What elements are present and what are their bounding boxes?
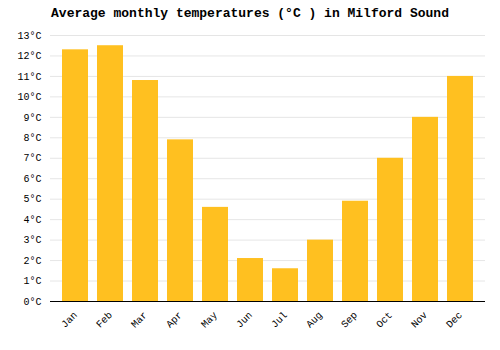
svg-text:1°C: 1°C [23, 276, 41, 287]
svg-text:Mar: Mar [129, 310, 150, 331]
svg-text:Jun: Jun [234, 310, 255, 331]
svg-text:Apr: Apr [164, 310, 185, 331]
svg-text:Oct: Oct [374, 310, 395, 331]
svg-text:7°C: 7°C [23, 153, 41, 164]
svg-text:Aug: Aug [304, 310, 325, 331]
svg-text:6°C: 6°C [23, 174, 41, 185]
svg-text:Dec: Dec [444, 310, 465, 331]
svg-text:Nov: Nov [409, 310, 430, 331]
svg-text:0°C: 0°C [23, 297, 41, 308]
svg-text:Sep: Sep [339, 310, 360, 331]
svg-text:10°C: 10°C [17, 92, 41, 103]
svg-text:12°C: 12°C [17, 51, 41, 62]
svg-text:4°C: 4°C [23, 215, 41, 226]
svg-text:2°C: 2°C [23, 256, 41, 267]
svg-text:Feb: Feb [94, 310, 115, 331]
svg-text:9°C: 9°C [23, 113, 41, 124]
svg-text:8°C: 8°C [23, 133, 41, 144]
svg-text:Jan: Jan [59, 310, 80, 331]
svg-text:Jul: Jul [269, 310, 290, 331]
svg-text:3°C: 3°C [23, 235, 41, 246]
svg-text:13°C: 13°C [17, 31, 41, 42]
html-text:Average monthly temperatures (: Average monthly temperatures (°C ) in Mi… [51, 6, 449, 21]
svg-text:5°C: 5°C [23, 194, 41, 205]
svg-text:11°C: 11°C [17, 72, 41, 83]
svg-text:May: May [199, 310, 220, 331]
